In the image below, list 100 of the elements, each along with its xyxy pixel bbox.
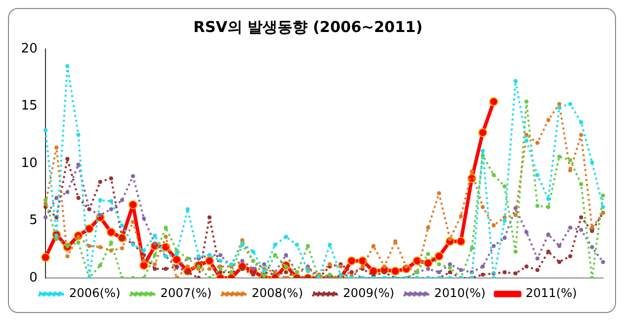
point	[186, 207, 190, 212]
point	[306, 244, 310, 248]
point	[208, 215, 212, 220]
point	[76, 162, 80, 167]
point	[284, 253, 288, 258]
point	[130, 220, 135, 224]
point	[535, 140, 540, 145]
point	[489, 97, 498, 106]
point	[470, 170, 474, 174]
point	[98, 263, 102, 268]
point	[557, 105, 562, 110]
point	[142, 258, 146, 263]
point	[87, 244, 92, 248]
point	[196, 254, 201, 258]
point	[139, 260, 148, 270]
point	[437, 270, 442, 274]
point	[568, 102, 572, 106]
point	[262, 262, 266, 266]
point	[568, 254, 572, 258]
point	[164, 234, 168, 239]
point	[262, 274, 266, 278]
point	[524, 264, 528, 269]
point	[142, 216, 146, 220]
point	[590, 226, 594, 230]
point	[284, 270, 288, 274]
point	[502, 218, 507, 223]
point	[492, 223, 496, 228]
point	[393, 239, 398, 244]
point	[142, 248, 146, 253]
point	[590, 229, 594, 234]
y-tick-label: 20	[20, 41, 38, 56]
point	[120, 198, 124, 202]
point	[251, 272, 256, 277]
point	[514, 271, 518, 276]
point	[524, 138, 528, 143]
point	[347, 256, 356, 266]
legend-label: 2011(%)	[526, 286, 577, 300]
point	[546, 118, 550, 122]
point	[502, 236, 507, 240]
point	[205, 256, 214, 266]
point	[294, 242, 299, 247]
point	[579, 215, 584, 220]
point	[437, 262, 442, 266]
point	[568, 158, 572, 162]
point	[590, 245, 594, 250]
point	[371, 244, 376, 248]
point	[535, 256, 540, 261]
point	[98, 198, 102, 202]
point	[152, 262, 157, 266]
point	[128, 200, 138, 210]
point	[98, 180, 102, 184]
point	[480, 148, 485, 153]
point	[492, 172, 496, 177]
point	[579, 132, 584, 137]
point	[306, 269, 310, 274]
point	[390, 266, 400, 276]
point	[546, 196, 550, 201]
point	[546, 205, 550, 210]
point	[535, 268, 540, 272]
point	[456, 236, 466, 246]
point	[174, 252, 179, 256]
point	[109, 240, 114, 245]
point	[328, 272, 332, 277]
point	[172, 255, 182, 264]
point	[480, 205, 485, 210]
point	[426, 266, 430, 271]
point	[106, 228, 116, 237]
point	[514, 250, 518, 254]
point	[152, 266, 157, 271]
point	[240, 258, 244, 263]
y-tick-label: 10	[20, 156, 38, 171]
point	[424, 258, 433, 268]
point	[120, 246, 124, 250]
point	[273, 242, 278, 247]
point	[502, 270, 507, 274]
point	[44, 198, 48, 202]
point	[579, 228, 584, 232]
point	[208, 266, 212, 271]
point	[557, 244, 562, 248]
point	[590, 160, 594, 164]
point	[44, 128, 48, 132]
point	[546, 232, 550, 236]
point	[44, 202, 48, 206]
point	[284, 234, 288, 239]
point	[434, 252, 444, 261]
point	[65, 156, 70, 161]
point	[568, 226, 572, 230]
point	[514, 206, 518, 210]
point	[120, 223, 124, 228]
point	[273, 253, 278, 258]
point	[492, 244, 496, 248]
point	[557, 260, 562, 264]
point	[152, 253, 157, 258]
y-tick-label: 5	[29, 213, 38, 228]
y-tick-label: 15	[20, 98, 38, 114]
point	[557, 102, 562, 106]
point	[601, 260, 605, 264]
point	[98, 245, 102, 250]
point	[328, 242, 332, 247]
point	[65, 254, 70, 258]
